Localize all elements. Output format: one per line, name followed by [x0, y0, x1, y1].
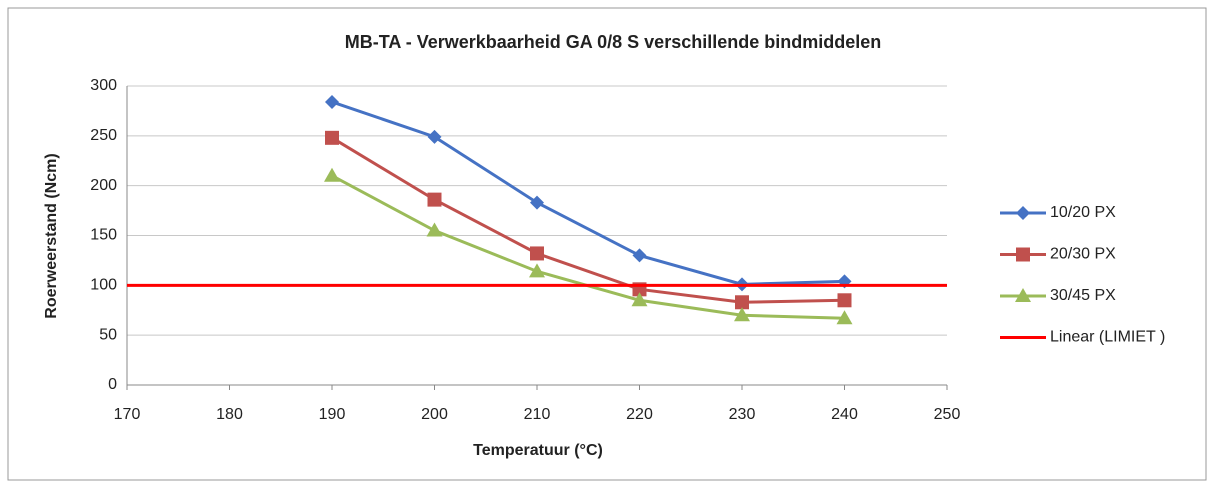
- marker: [325, 130, 339, 145]
- chart-border: [7, 7, 1207, 481]
- x-tick-label: 240: [831, 406, 858, 423]
- y-tick-label: 0: [108, 376, 117, 393]
- legend-label: Linear (LIMIET ): [1050, 329, 1165, 346]
- chart-title: MB-TA - Verwerkbaarheid GA 0/8 S verschi…: [345, 32, 881, 52]
- marker: [324, 167, 340, 182]
- marker: [734, 307, 750, 322]
- marker: [529, 263, 545, 278]
- y-axis-label: Roerweerstand (Ncm): [43, 153, 60, 318]
- y-tick-label: 300: [90, 77, 117, 94]
- y-tick-label: 150: [90, 227, 117, 244]
- marker: [427, 129, 442, 144]
- x-tick-label: 250: [934, 406, 961, 423]
- marker: [530, 246, 544, 261]
- line: [331, 136, 845, 304]
- y-tick-label: 250: [90, 127, 117, 144]
- x-axis-label: Temperatuur (°C): [473, 442, 603, 459]
- marker: [426, 222, 443, 237]
- x-tick-label: 220: [626, 406, 653, 423]
- marker: [632, 248, 647, 263]
- x-tick-label: 170: [114, 406, 141, 423]
- x-tick-label: 190: [319, 406, 346, 423]
- y-tick-label: 200: [90, 177, 117, 194]
- marker: [1016, 247, 1030, 262]
- marker: [735, 295, 749, 310]
- marker: [837, 293, 852, 308]
- marker: [530, 195, 544, 210]
- marker: [631, 292, 648, 307]
- x-tick-label: 200: [421, 406, 448, 423]
- legend-label: 20/30 PX: [1050, 246, 1116, 263]
- x-tick-label: 180: [216, 406, 243, 423]
- legend-label: 30/45 PX: [1050, 287, 1116, 304]
- legend-label: 10/20 PX: [1050, 204, 1116, 221]
- y-tick-label: 50: [99, 326, 117, 343]
- marker: [836, 310, 853, 325]
- marker: [427, 192, 442, 207]
- marker: [1015, 288, 1031, 302]
- x-tick-label: 230: [729, 406, 756, 423]
- marker: [1016, 206, 1030, 220]
- marker: [325, 94, 339, 109]
- y-tick-label: 100: [90, 277, 117, 294]
- x-tick-label: 210: [524, 406, 551, 423]
